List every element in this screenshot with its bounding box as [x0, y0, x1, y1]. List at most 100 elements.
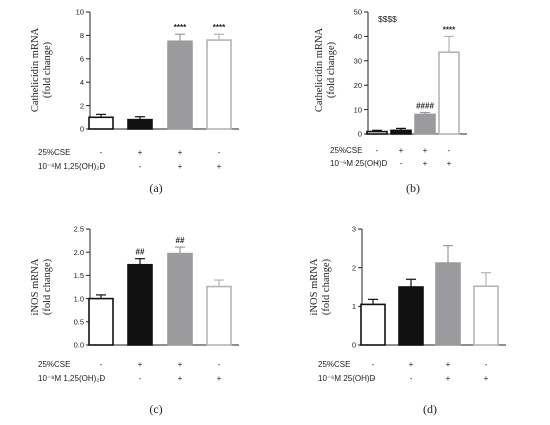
condition-label: 25%CSE	[318, 360, 350, 369]
y-axis-label: Cathelicidin mRNA	[314, 27, 325, 112]
y-tick-label: 2.0	[74, 248, 84, 257]
y-tick-label: 0	[80, 125, 84, 134]
condition-sign: -	[376, 159, 379, 168]
bar	[206, 285, 232, 346]
condition-sign: -	[448, 146, 451, 155]
condition-sign: -	[410, 374, 413, 383]
bar	[366, 130, 388, 135]
condition-sign: -	[139, 374, 142, 383]
condition-label: 10⁻⁸M 1,25(OH)₂D	[38, 374, 105, 383]
condition-sign: +	[484, 374, 489, 383]
significance-label: ##	[136, 248, 145, 257]
y-tick-label: 8	[80, 31, 84, 40]
y-tick-label: 10	[354, 105, 362, 114]
significance-label: ##	[176, 236, 185, 245]
condition-sign: -	[218, 360, 221, 369]
significance-label: ****	[174, 23, 187, 32]
condition-label: 25%CSE	[38, 360, 70, 369]
condition-sign: +	[178, 360, 183, 369]
condition-sign: +	[409, 360, 414, 369]
condition-sign: +	[447, 159, 452, 168]
bar	[88, 116, 114, 130]
y-tick-label: 1.0	[74, 294, 84, 303]
condition-label: 10⁻⁶M 25(OH)D	[330, 159, 388, 168]
y-tick-label: 6	[80, 55, 84, 64]
bar	[127, 118, 153, 130]
chart-panel-1: 0 2 4 6 8 10 Cathelicidin mRNA (fold change) ***…	[30, 8, 239, 195]
y-axis-label: (fold change)	[42, 258, 53, 315]
condition-sign: +	[178, 162, 183, 171]
bar	[435, 262, 461, 346]
condition-label: 10⁻⁶M 25(OH)D	[318, 374, 376, 383]
condition-sign: +	[423, 159, 428, 168]
condition-sign: +	[446, 374, 451, 383]
y-tick-label: 1	[352, 302, 356, 311]
panel-label: (b)	[406, 181, 420, 195]
y-tick-label: 40	[354, 32, 362, 41]
panel-label: (d)	[423, 402, 437, 416]
condition-sign: +	[217, 162, 222, 171]
condition-sign: +	[446, 360, 451, 369]
y-tick-label: 2	[80, 101, 84, 110]
significance-label: ****	[213, 23, 226, 32]
y-tick-label: 10	[76, 8, 84, 17]
y-axis-label: iNOS mRNA	[309, 258, 320, 315]
bar	[390, 129, 412, 135]
y-tick-label: 2	[352, 263, 356, 272]
bar	[473, 285, 499, 346]
y-tick-label: 0.0	[74, 341, 84, 350]
y-tick-label: 20	[354, 81, 362, 90]
bar	[88, 297, 114, 346]
bar	[438, 51, 460, 135]
condition-label: 25%CSE	[330, 146, 362, 155]
y-tick-label: 0	[352, 341, 356, 350]
condition-sign: +	[423, 146, 428, 155]
y-axis-label: (fold change)	[321, 258, 332, 315]
y-tick-label: 4	[80, 78, 84, 87]
y-axis-label: (fold change)	[42, 41, 53, 98]
condition-sign: -	[139, 162, 142, 171]
chart-panel-2: 0 10 20 30 40 50 Cathelicidin mRNA (fold change…	[314, 8, 467, 195]
y-axis-label: (fold change)	[326, 41, 337, 98]
condition-sign: -	[372, 360, 375, 369]
condition-sign: -	[372, 374, 375, 383]
condition-label: 10⁻⁸M 1,25(OH)₂D	[38, 162, 105, 171]
condition-sign: -	[100, 374, 103, 383]
bar	[414, 113, 436, 135]
y-tick-label: 0	[358, 130, 362, 139]
condition-label: 25%CSE	[38, 148, 70, 157]
bar	[167, 40, 193, 130]
panel-label: (c)	[149, 402, 162, 416]
condition-sign: -	[100, 162, 103, 171]
y-tick-label: 3	[352, 225, 356, 234]
y-axis-label: iNOS mRNA	[30, 258, 41, 315]
y-tick-label: 50	[354, 8, 362, 17]
bar	[206, 39, 232, 130]
bar	[360, 303, 386, 346]
y-tick-label: 0.5	[74, 318, 84, 327]
y-tick-label: 2.5	[74, 225, 84, 234]
bar	[127, 263, 153, 346]
condition-sign: -	[485, 360, 488, 369]
condition-sign: +	[178, 148, 183, 157]
significance-label: ####	[416, 102, 434, 111]
y-tick-label: 1.5	[74, 271, 84, 280]
condition-sign: -	[218, 148, 221, 157]
bar	[398, 286, 424, 346]
condition-sign: -	[400, 159, 403, 168]
y-tick-label: 30	[354, 57, 362, 66]
y-axis-label: Cathelicidin mRNA	[30, 27, 41, 112]
condition-sign: +	[217, 374, 222, 383]
significance-label: ****	[443, 25, 456, 34]
condition-sign: +	[138, 148, 143, 157]
condition-sign: +	[178, 374, 183, 383]
condition-sign: -	[100, 360, 103, 369]
condition-sign: -	[376, 146, 379, 155]
chart-panel-3: 0.0 0.5 1.0 1.5 2.0 2.5 iNOS mRNA (fold change)…	[30, 225, 239, 416]
condition-sign: -	[100, 148, 103, 157]
panel-label: (a)	[149, 181, 162, 195]
condition-sign: +	[138, 360, 143, 369]
bar	[167, 252, 193, 346]
